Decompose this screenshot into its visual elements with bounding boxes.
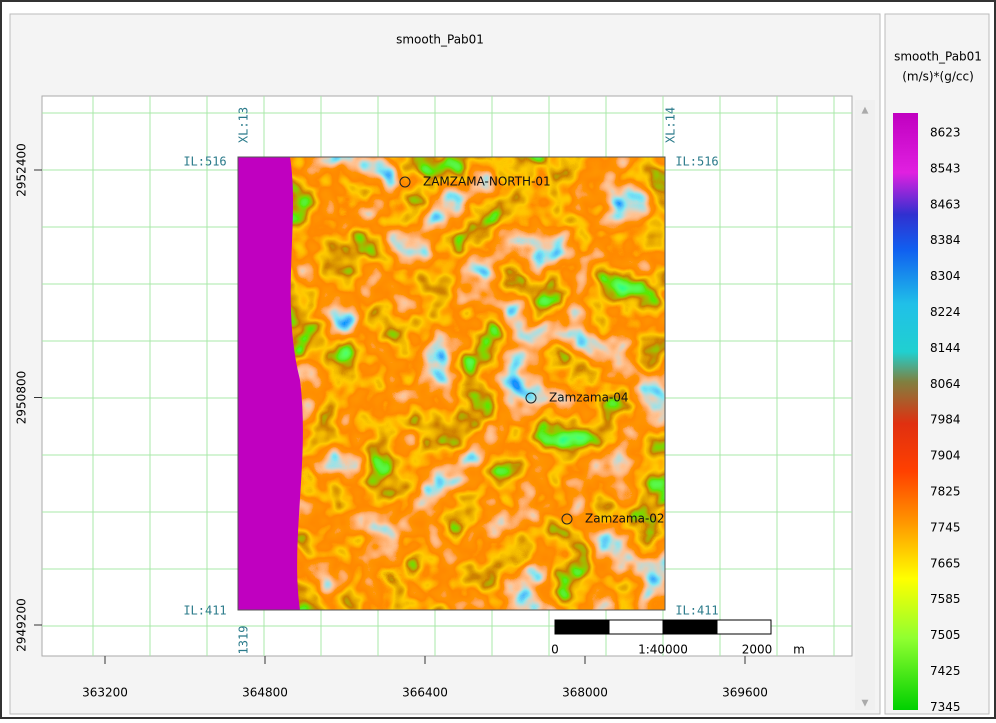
survey-label: IL:411 [183, 604, 226, 618]
scale-label: 1:40000 [638, 643, 688, 657]
colorbar-label: 8623 [930, 126, 961, 140]
well-label: Zamzama-04 [549, 391, 629, 405]
scale-segment [609, 620, 663, 634]
colorbar-label: 8543 [930, 161, 961, 175]
scale-label: 2000 [742, 643, 773, 657]
survey-label: IL:516 [183, 155, 226, 169]
y-tick-label: 2952400 [15, 143, 29, 196]
x-tick-label: 363200 [82, 686, 128, 700]
x-tick-label: 364800 [242, 686, 288, 700]
y-tick-label: 2950800 [15, 371, 29, 424]
survey-label: IL:411 [675, 604, 718, 618]
scrollbar[interactable] [855, 100, 875, 710]
colorbar-label: 7345 [930, 700, 961, 714]
survey-label: IL:516 [675, 155, 718, 169]
colorbar-label: 8144 [930, 341, 961, 355]
well-label: ZAMZAMA-NORTH-01 [423, 175, 551, 189]
survey-label: 1319 [237, 626, 251, 655]
survey-label: XL:13 [237, 107, 251, 143]
colorbar-label: 8224 [930, 305, 961, 319]
scale-segment [555, 620, 609, 634]
colorbar-title: smooth_Pab01 [894, 50, 982, 64]
colorbar-label: 7745 [930, 520, 961, 534]
colorbar-label: 7505 [930, 628, 961, 642]
survey-label: XL:14 [664, 107, 678, 143]
scroll-down[interactable]: ▼ [862, 699, 869, 709]
colorbar-label: 8064 [930, 377, 961, 391]
colorbar-label: 7665 [930, 556, 961, 570]
colorbar-label: 7904 [930, 449, 961, 463]
colorbar-label: 7984 [930, 413, 961, 427]
x-tick-label: 366400 [402, 686, 448, 700]
scroll-up[interactable]: ▲ [862, 106, 869, 116]
colorbar [893, 113, 918, 710]
scale-segment [663, 620, 717, 634]
map-title: smooth_Pab01 [396, 33, 484, 47]
scale-label: m [793, 643, 805, 657]
colorbar-unit: (m/s)*(g/cc) [902, 70, 974, 84]
page: { "title": "smooth_Pab01", "x_ticks": ["… [0, 0, 996, 719]
colorbar-label: 7425 [930, 664, 961, 678]
colorbar-label: 7585 [930, 592, 961, 606]
colorbar-label: 8384 [930, 233, 961, 247]
colorbar-label: 8463 [930, 197, 961, 211]
scale-segment [717, 620, 771, 634]
attribute-map [238, 157, 665, 610]
map-window: smooth_Pab01 363200 364800 366400 368000 369… [0, 0, 996, 719]
y-tick-label: 2949200 [15, 598, 29, 651]
colorbar-label: 8304 [930, 269, 961, 283]
scale-label: 0 [551, 643, 559, 657]
x-tick-label: 369600 [722, 686, 768, 700]
well-label: Zamzama-02 [585, 512, 665, 526]
colorbar-label: 7825 [930, 485, 961, 499]
x-tick-label: 368000 [562, 686, 608, 700]
